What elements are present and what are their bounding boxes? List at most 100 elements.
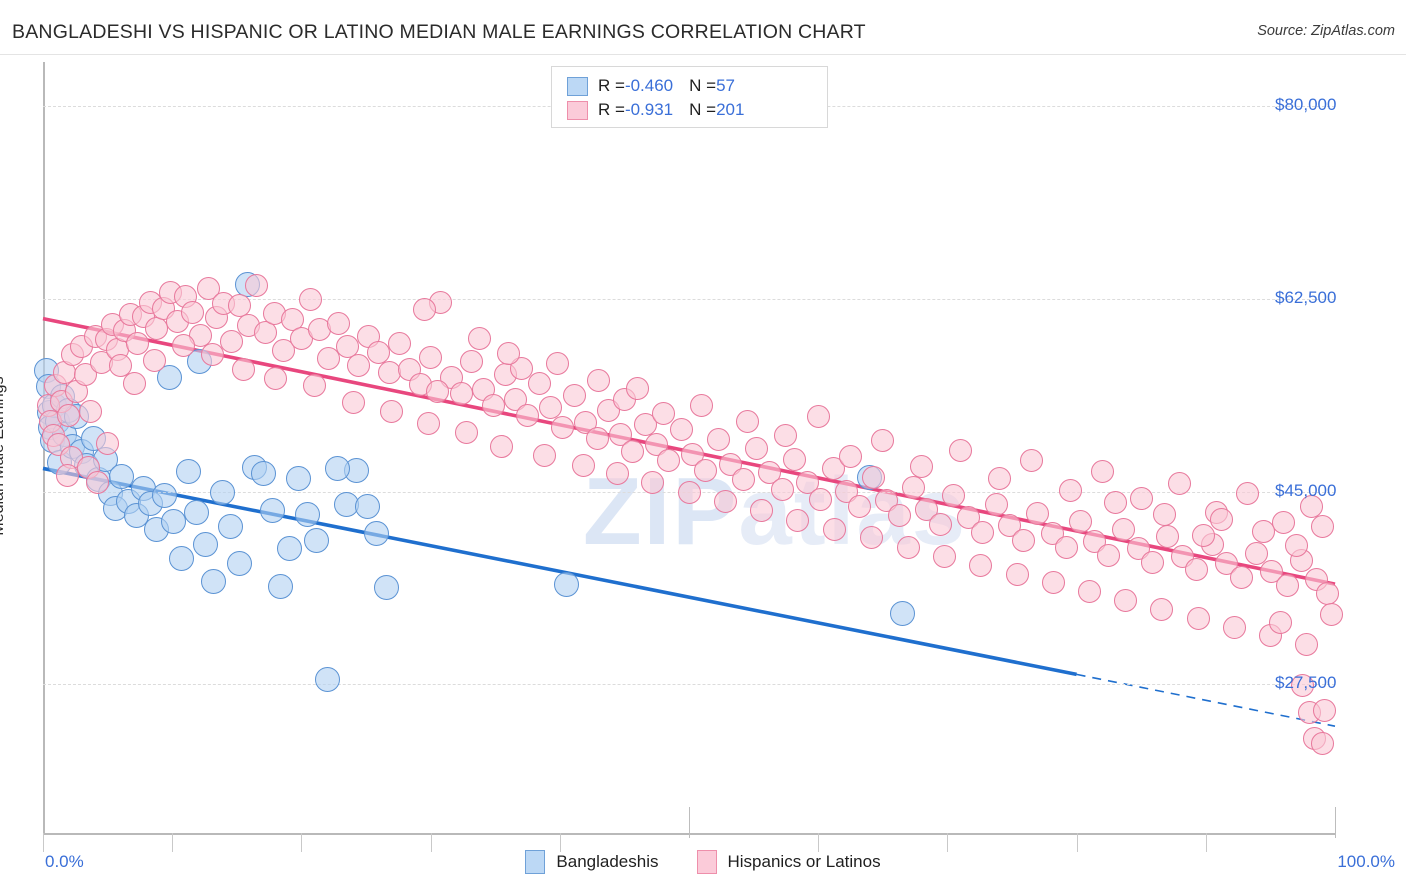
scatter-point bbox=[677, 481, 701, 505]
x-axis-tick bbox=[689, 807, 690, 838]
scatter-point bbox=[749, 498, 773, 522]
scatter-point bbox=[1295, 633, 1319, 657]
scatter-point bbox=[713, 489, 737, 513]
scatter-point bbox=[1129, 486, 1153, 510]
scatter-point bbox=[157, 364, 183, 390]
scatter-point bbox=[948, 439, 972, 463]
legend-item-hispanics-or-latinos[interactable]: Hispanics or Latinos bbox=[696, 850, 881, 874]
scatter-point bbox=[346, 354, 370, 378]
scatter-point bbox=[226, 550, 252, 576]
scatter-point bbox=[553, 571, 579, 597]
scatter-point bbox=[109, 354, 133, 378]
scatter-point bbox=[1054, 536, 1078, 560]
legend-item-bangladeshis[interactable]: Bangladeshis bbox=[525, 850, 659, 874]
legend-swatch-icon bbox=[696, 850, 717, 874]
scatter-point bbox=[354, 494, 380, 520]
scatter-point bbox=[987, 466, 1011, 490]
scatter-point bbox=[1275, 573, 1299, 597]
scatter-point bbox=[1310, 515, 1334, 539]
x-axis-tick bbox=[818, 833, 820, 852]
scatter-point bbox=[839, 444, 862, 468]
scatter-point bbox=[1068, 509, 1092, 533]
x-axis-tick bbox=[1076, 833, 1078, 852]
scatter-point bbox=[888, 504, 912, 528]
scatter-point bbox=[933, 545, 957, 569]
scatter-point bbox=[571, 453, 595, 477]
scatter-point bbox=[823, 517, 847, 541]
scatter-point bbox=[1078, 580, 1102, 604]
scatter-point bbox=[160, 508, 186, 534]
scatter-point bbox=[770, 477, 794, 501]
scatter-point bbox=[56, 463, 80, 487]
scatter-point bbox=[253, 321, 277, 345]
scatter-point bbox=[539, 396, 563, 420]
scatter-point bbox=[302, 374, 326, 398]
r-value: -0.931 bbox=[624, 100, 674, 119]
scatter-point bbox=[929, 513, 953, 537]
scatter-point bbox=[806, 405, 830, 429]
scatter-point bbox=[1310, 732, 1334, 756]
scatter-point bbox=[651, 401, 675, 425]
scatter-point bbox=[286, 465, 312, 491]
scatter-point bbox=[1186, 606, 1210, 630]
scatter-point bbox=[201, 569, 227, 595]
scatter-point bbox=[96, 431, 120, 455]
scatter-point bbox=[490, 434, 514, 458]
scatter-point bbox=[151, 483, 177, 509]
scatter-point bbox=[744, 437, 768, 461]
correlation-stats-row: R = -0.460 N = 57 bbox=[552, 74, 827, 98]
scatter-point bbox=[532, 443, 556, 467]
scatter-point bbox=[1244, 541, 1268, 565]
scatter-point bbox=[1150, 597, 1174, 621]
page-title: BANGLADESHI VS HISPANIC OR LATINO MEDIAN… bbox=[12, 21, 866, 43]
scatter-point bbox=[419, 345, 443, 369]
scatter-point bbox=[1019, 449, 1043, 473]
scatter-point bbox=[1005, 562, 1029, 586]
scatter-point bbox=[367, 341, 391, 365]
scatter-point bbox=[897, 536, 921, 560]
scatter-point bbox=[942, 484, 966, 508]
scatter-point bbox=[412, 298, 436, 322]
scatter-point bbox=[145, 317, 169, 341]
plot-area: ZIPatlas bbox=[34, 62, 1343, 833]
legend-item-label: Hispanics or Latinos bbox=[727, 852, 881, 871]
scatter-point bbox=[1168, 472, 1192, 496]
scatter-point bbox=[1235, 482, 1259, 506]
scatter-point bbox=[295, 502, 321, 528]
scatter-point bbox=[142, 348, 166, 372]
x-axis-tick bbox=[172, 833, 174, 852]
legend-swatch-icon bbox=[567, 76, 588, 96]
scatter-point bbox=[1058, 478, 1082, 502]
scatter-point bbox=[304, 527, 330, 553]
scatter-point bbox=[1103, 491, 1127, 515]
series-legend: Bangladeshis Hispanics or Latinos bbox=[0, 850, 1406, 874]
scatter-point bbox=[527, 372, 551, 396]
scatter-point bbox=[1111, 517, 1135, 541]
scatter-point bbox=[468, 326, 492, 350]
scatter-point bbox=[669, 418, 693, 442]
scatter-point bbox=[1252, 519, 1276, 543]
source-attribution: Source: ZipAtlas.com bbox=[1257, 23, 1395, 39]
scatter-point bbox=[271, 339, 295, 363]
scatter-point bbox=[260, 497, 286, 523]
y-axis-tick-label: $45,000 bbox=[1275, 480, 1337, 500]
scatter-point bbox=[455, 420, 479, 444]
scatter-point bbox=[251, 461, 277, 487]
scatter-point bbox=[327, 311, 351, 335]
scatter-point bbox=[210, 480, 236, 506]
correlation-stats-row: R = -0.931 N = 201 bbox=[552, 98, 827, 122]
scatter-point bbox=[268, 573, 294, 599]
scatter-point bbox=[786, 508, 810, 532]
scatter-point bbox=[1313, 699, 1337, 723]
scatter-point bbox=[1191, 524, 1215, 548]
scatter-point bbox=[1090, 460, 1114, 484]
x-axis-tick bbox=[559, 833, 561, 852]
scatter-point bbox=[380, 399, 404, 423]
scatter-point bbox=[796, 471, 820, 495]
scatter-point bbox=[374, 574, 400, 600]
scatter-point bbox=[1097, 543, 1121, 567]
x-axis-tick bbox=[43, 833, 44, 852]
scatter-point bbox=[783, 448, 807, 472]
scatter-point bbox=[1291, 673, 1315, 697]
